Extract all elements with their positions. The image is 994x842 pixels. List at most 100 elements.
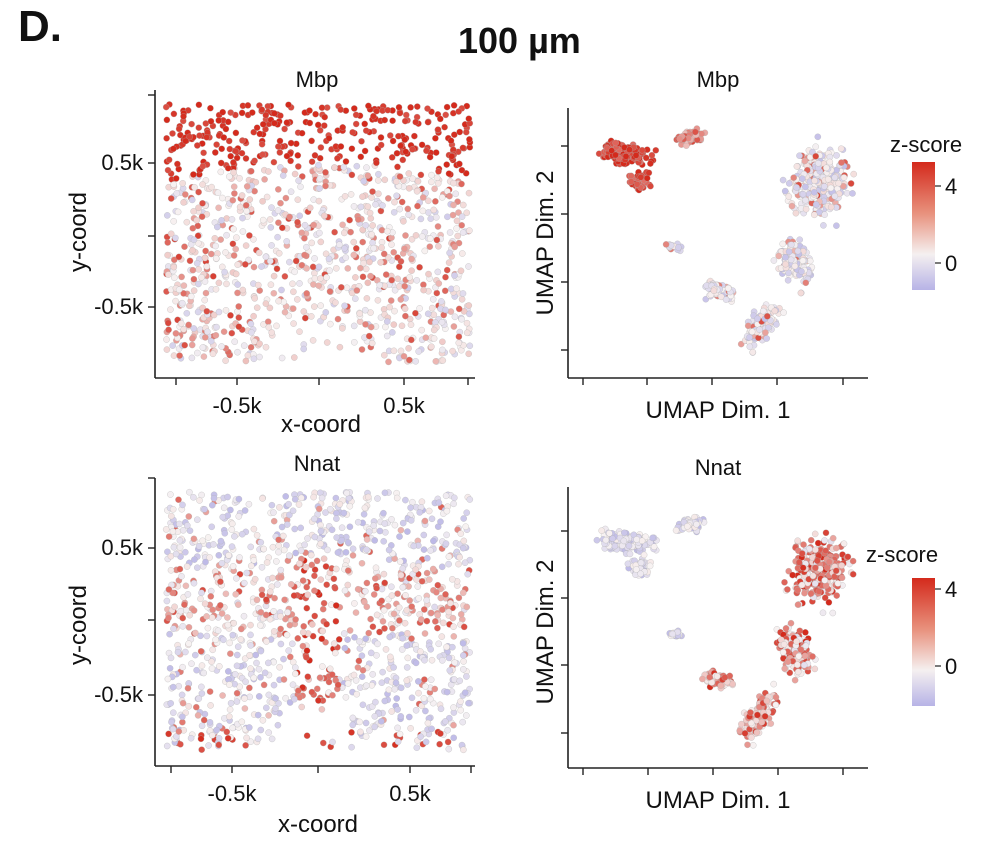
- data-point: [319, 605, 327, 613]
- data-point: [266, 615, 274, 623]
- data-point: [465, 189, 473, 197]
- data-point: [291, 695, 298, 703]
- data-point: [432, 149, 440, 156]
- data-point: [353, 245, 360, 252]
- data-point: [337, 143, 345, 150]
- data-point: [295, 163, 302, 170]
- data-point: [608, 147, 615, 154]
- data-point: [396, 617, 403, 624]
- data-point: [801, 157, 809, 165]
- data-point: [758, 718, 766, 726]
- data-point: [253, 596, 261, 604]
- data-point: [423, 617, 431, 625]
- data-point: [788, 241, 795, 248]
- data-point: [451, 243, 458, 251]
- data-point: [197, 735, 205, 743]
- data-point: [234, 281, 241, 288]
- data-point: [258, 591, 266, 599]
- data-point: [320, 555, 328, 562]
- data-point: [418, 326, 425, 334]
- data-point: [213, 726, 220, 734]
- data-point: [399, 565, 407, 572]
- data-point: [304, 591, 311, 599]
- data-point: [259, 216, 267, 224]
- data-point: [242, 155, 250, 162]
- data-point: [282, 194, 290, 202]
- data-point: [219, 108, 226, 116]
- data-point: [194, 232, 202, 240]
- data-point: [456, 128, 463, 136]
- data-point: [344, 581, 352, 589]
- data-point: [178, 273, 185, 281]
- data-point: [450, 179, 457, 187]
- data-point: [424, 105, 431, 112]
- data-point: [461, 559, 469, 566]
- data-point: [220, 134, 228, 141]
- data-point: [283, 119, 291, 126]
- data-point: [381, 697, 389, 705]
- data-point: [172, 297, 179, 305]
- data-point: [369, 671, 376, 678]
- data-point: [362, 733, 370, 740]
- data-point: [169, 528, 177, 535]
- data-point: [260, 681, 268, 689]
- data-point: [835, 180, 842, 187]
- data-point: [794, 601, 802, 608]
- data-point: [210, 273, 217, 280]
- data-point: [339, 325, 346, 332]
- data-point: [347, 228, 354, 236]
- data-point: [433, 289, 441, 297]
- data-point: [770, 257, 778, 264]
- data-point: [209, 646, 216, 654]
- data-point: [344, 539, 352, 546]
- data-point: [289, 280, 296, 288]
- data-point: [353, 287, 361, 294]
- data-point: [285, 500, 292, 508]
- data-point: [460, 201, 467, 209]
- data-point: [197, 595, 204, 603]
- data-point: [638, 537, 646, 545]
- data-point: [368, 339, 376, 347]
- data-point: [428, 515, 436, 523]
- data-point: [439, 606, 446, 613]
- data-point: [303, 290, 310, 297]
- data-point: [789, 571, 796, 579]
- data-point: [749, 742, 757, 749]
- data-point: [193, 216, 200, 224]
- data-point: [303, 647, 311, 654]
- data-point: [456, 553, 463, 561]
- data-point: [356, 638, 363, 645]
- data-point: [251, 295, 258, 302]
- data-point: [460, 666, 467, 673]
- data-point: [339, 124, 346, 131]
- data-point: [333, 565, 340, 573]
- data-point: [433, 236, 441, 244]
- y-axis-label: UMAP Dim. 2: [532, 171, 559, 316]
- data-point: [322, 182, 329, 190]
- data-point: [302, 564, 310, 571]
- data-point: [374, 177, 382, 184]
- data-point: [439, 357, 447, 364]
- data-point: [405, 211, 412, 218]
- data-point: [802, 196, 809, 204]
- data-point: [754, 711, 761, 719]
- data-point: [214, 627, 222, 634]
- data-point: [793, 638, 800, 645]
- data-point: [421, 656, 428, 664]
- data-point: [202, 558, 209, 566]
- data-point: [239, 214, 246, 222]
- data-point: [182, 548, 189, 556]
- data-point: [429, 296, 437, 303]
- data-point: [164, 251, 171, 259]
- data-point: [273, 558, 280, 565]
- data-point: [180, 113, 187, 120]
- data-point: [277, 574, 285, 581]
- data-point: [822, 547, 829, 554]
- data-point: [179, 699, 187, 707]
- data-point: [331, 164, 338, 171]
- data-point: [179, 614, 186, 622]
- data-point: [280, 532, 287, 540]
- data-point: [198, 662, 206, 669]
- data-point: [218, 610, 226, 617]
- data-point: [442, 718, 449, 725]
